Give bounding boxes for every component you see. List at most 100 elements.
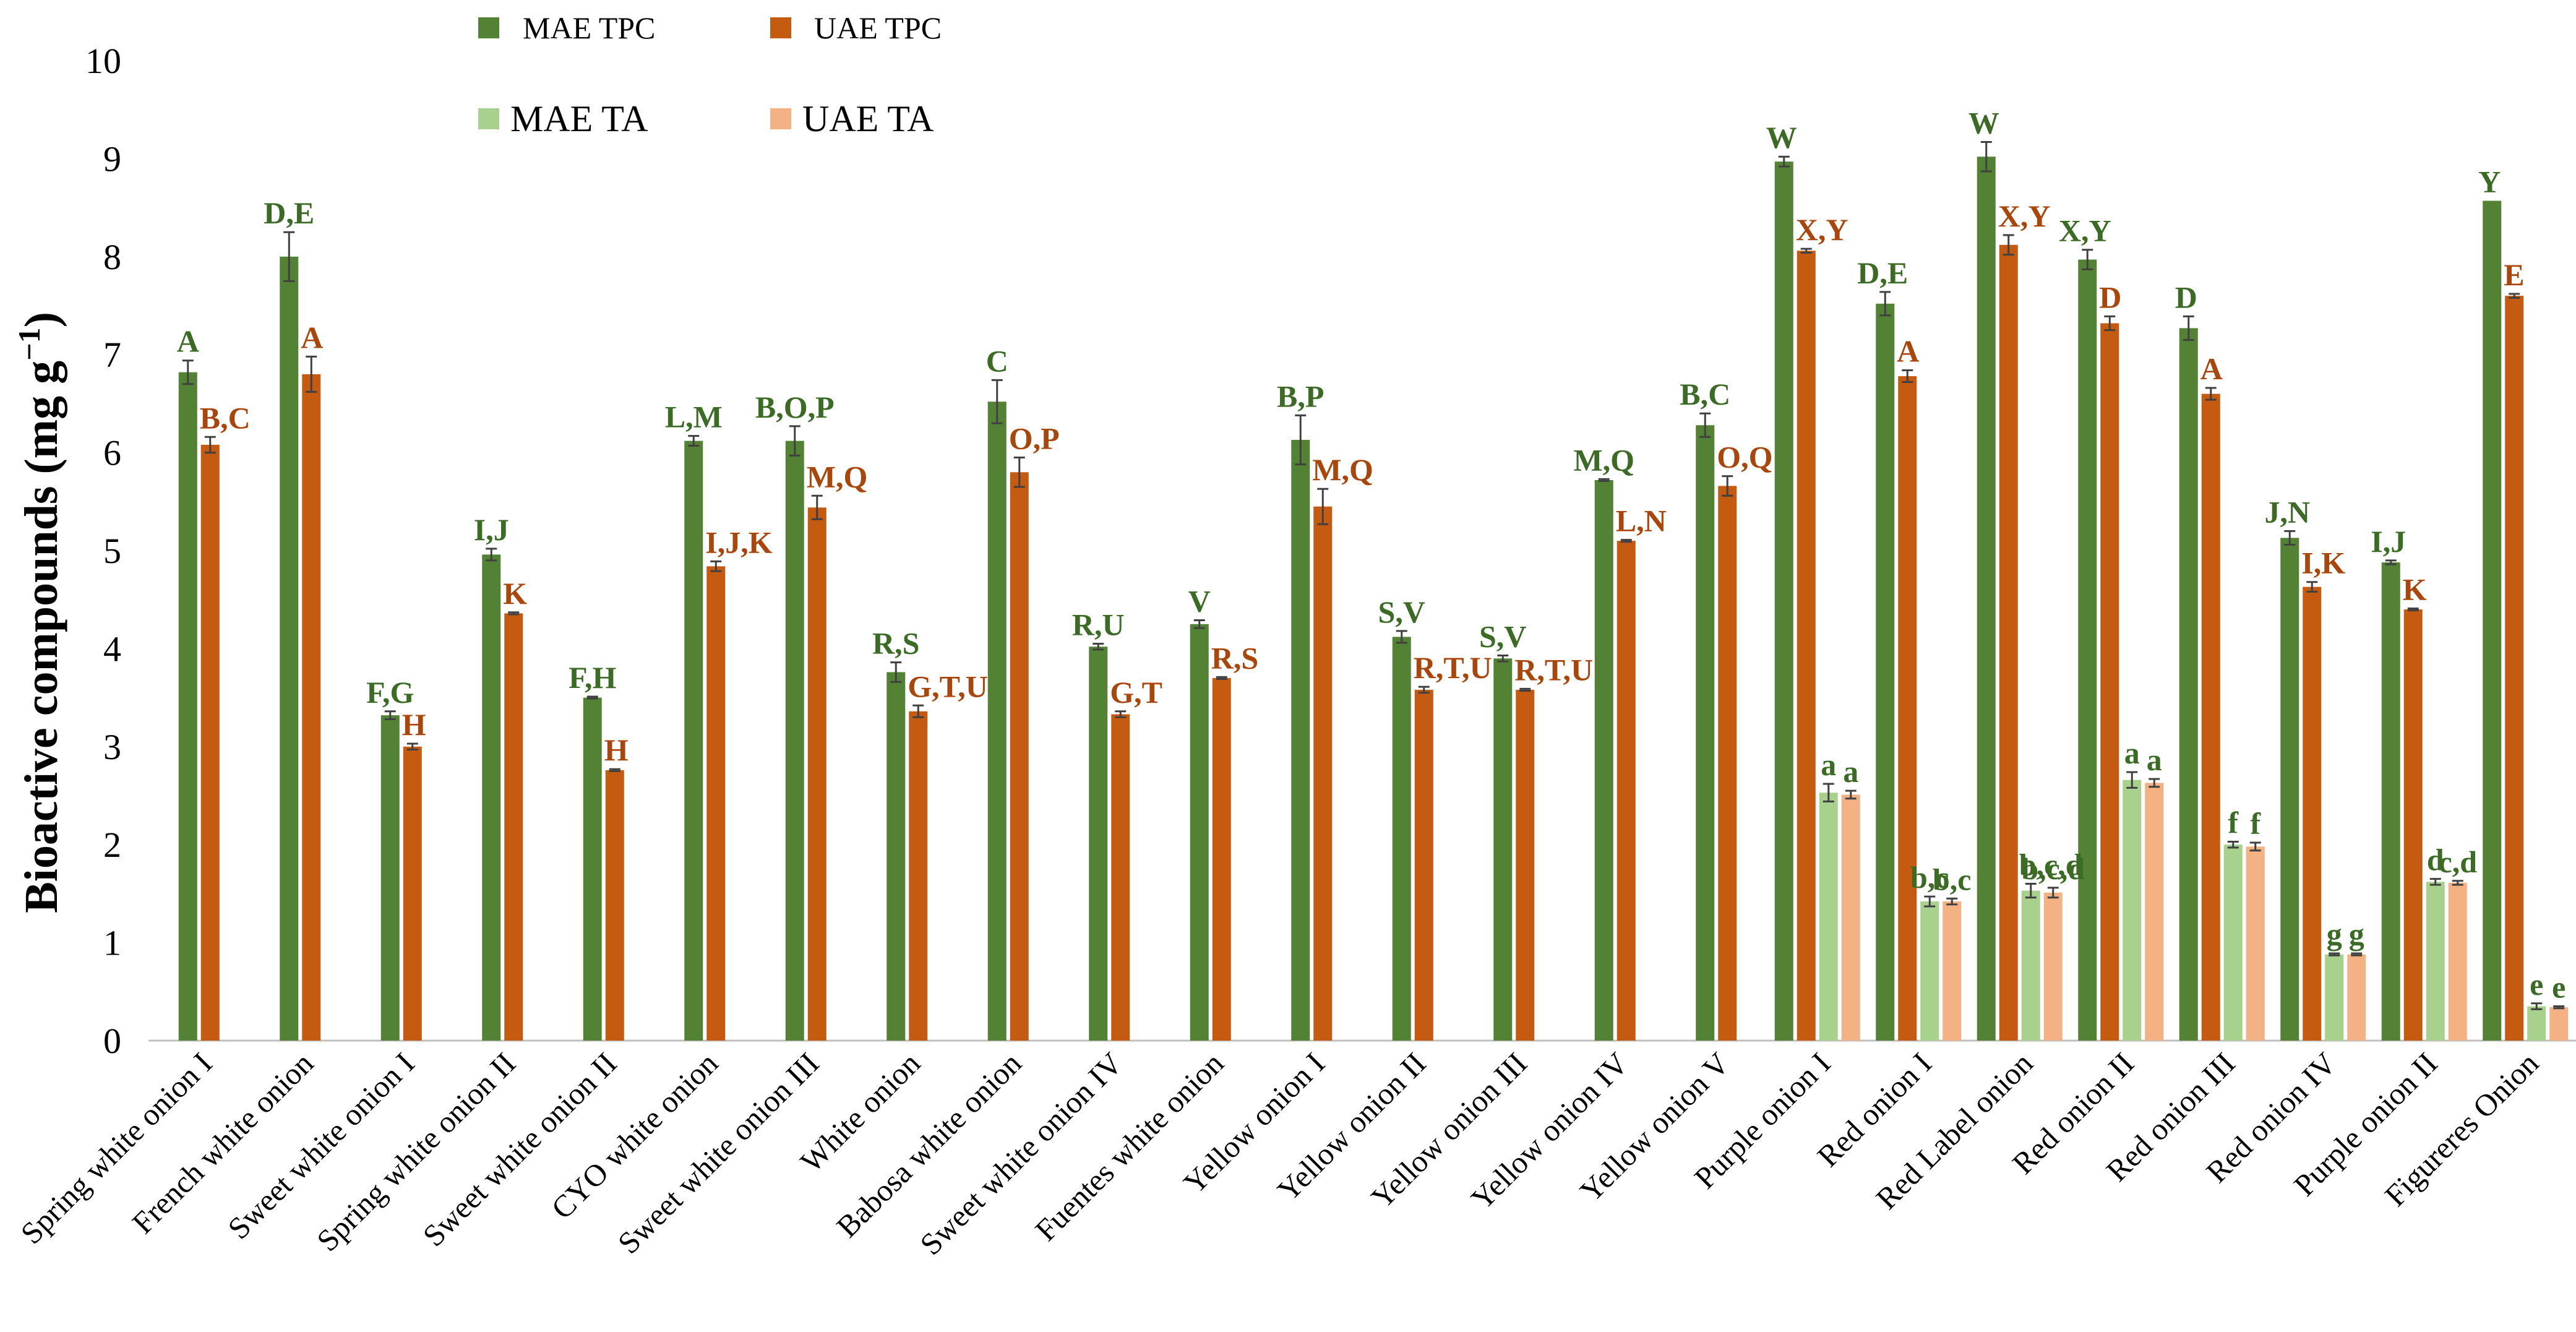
sig-label-uae-ta: f — [2250, 806, 2261, 841]
sig-label-mae-tpc: F,H — [569, 660, 616, 695]
sig-label-uae-tpc: E — [2504, 257, 2524, 292]
sig-label-mae-tpc: I,J — [2371, 524, 2406, 559]
sig-label-uae-ta: a — [2147, 742, 2162, 777]
sig-label-mae-tpc: D,E — [264, 196, 314, 230]
x-tick-label: Spring white onion II — [310, 1046, 522, 1258]
legend-item-uae-tpc: UAE TPC — [770, 11, 942, 45]
bar-uae-ta — [2448, 882, 2467, 1041]
sig-label-mae-ta: d — [2427, 843, 2444, 877]
x-tick-label: Babosa white onion — [830, 1046, 1028, 1244]
sig-label-mae-tpc: F,G — [366, 675, 414, 710]
bar-mae-tpc — [1493, 658, 1513, 1041]
y-tick-label: 7 — [103, 335, 121, 375]
bar-uae-ta — [2347, 954, 2366, 1041]
bar-mae-tpc — [380, 715, 400, 1041]
sig-label-uae-tpc: O,Q — [1717, 440, 1772, 475]
bar-uae-tpc — [2303, 587, 2322, 1041]
sig-label-mae-tpc: L,M — [665, 400, 723, 434]
sig-label-mae-ta: a — [2124, 736, 2140, 770]
bar-mae-tpc — [887, 672, 906, 1041]
bar-uae-tpc — [909, 711, 928, 1041]
sig-label-uae-tpc: O,P — [1009, 421, 1060, 456]
bar-uae-tpc — [1718, 486, 1737, 1041]
sig-label-uae-tpc: G,T — [1110, 675, 1162, 710]
bar-uae-tpc — [1797, 251, 1816, 1041]
x-tick-label: Fuentes white onion — [1028, 1046, 1230, 1247]
bar-mae-tpc — [178, 372, 197, 1041]
sig-label-uae-tpc: R,T,U — [1414, 650, 1492, 685]
sig-label-mae-tpc: Y — [2478, 165, 2501, 199]
bar-mae-tpc — [2280, 538, 2299, 1041]
sig-label-mae-tpc: R,U — [1072, 607, 1125, 642]
y-axis: 0 1 2 3 4 5 6 7 8 9 10 — [85, 41, 121, 1061]
bar-mae-tpc — [1594, 479, 1613, 1041]
sig-label-uae-tpc: M,Q — [807, 459, 868, 494]
sig-label-mae-ta: b,c,d — [2019, 848, 2083, 882]
sig-label-uae-tpc: R,S — [1211, 640, 1258, 675]
sig-label-uae-ta: a — [1843, 754, 1858, 789]
sig-label-uae-tpc: R,T,U — [1514, 652, 1593, 687]
sig-label-mae-tpc: D — [2175, 280, 2197, 314]
bar-mae-tpc — [1774, 161, 1793, 1041]
y-tick-label: 3 — [103, 727, 121, 767]
bar-mae-tpc — [583, 697, 602, 1041]
bar-mae-ta — [2527, 1006, 2546, 1041]
sig-label-uae-tpc: K — [503, 576, 527, 611]
bar-mae-ta — [2123, 780, 2142, 1041]
x-tick-label: Sweet white onion III — [611, 1046, 826, 1260]
bar-mae-tpc — [2381, 562, 2400, 1041]
bar-uae-tpc — [504, 613, 523, 1041]
legend-item-uae-ta: UAE TA — [770, 98, 934, 139]
bar-uae-ta — [1943, 901, 1962, 1041]
bar-uae-ta — [2246, 846, 2265, 1041]
sig-label-mae-ta: f — [2228, 805, 2239, 840]
bar-mae-ta — [2426, 882, 2445, 1041]
sig-label-uae-ta: b,c,d — [2021, 851, 2085, 886]
bar-uae-tpc — [1111, 714, 1130, 1041]
sig-label-uae-tpc: A — [2200, 351, 2223, 386]
bar-mae-tpc — [482, 554, 501, 1041]
bar-mae-tpc — [1696, 425, 1715, 1041]
sig-label-uae-tpc: B,C — [200, 400, 251, 435]
legend-label-uae-tpc: UAE TPC — [814, 11, 942, 45]
bar-mae-ta — [1819, 793, 1838, 1041]
x-tick-label: Sweet white onion II — [416, 1046, 623, 1253]
y-tick-label: 6 — [103, 433, 121, 473]
sig-label-mae-ta: e — [2530, 967, 2543, 1002]
bar-mae-tpc — [1190, 624, 1209, 1041]
bar-uae-tpc — [605, 770, 624, 1041]
sig-label-uae-ta: c,d — [2439, 844, 2478, 879]
sig-label-uae-tpc: L,N — [1616, 504, 1667, 538]
bar-mae-ta — [2325, 954, 2344, 1041]
sig-label-uae-tpc: H — [402, 707, 426, 742]
bar-uae-ta — [2549, 1007, 2569, 1041]
bar-mae-tpc — [1392, 637, 1411, 1041]
bar-uae-tpc — [1999, 244, 2018, 1041]
legend-label-mae-ta: MAE TA — [510, 98, 648, 139]
sig-label-mae-ta: g — [2327, 917, 2342, 952]
y-tick-label: 10 — [85, 41, 121, 81]
sig-label-uae-ta: e — [2552, 970, 2565, 1005]
x-tick-label: Sweet white onion IV — [913, 1046, 1129, 1261]
significance-labels: AB,CD,EAF,GHI,JKF,HHL,MI,J,KB,O,PM,QR,SG… — [177, 105, 2566, 1004]
sig-label-mae-tpc: V — [1188, 583, 1211, 618]
bar-uae-ta — [2145, 783, 2164, 1041]
sig-label-mae-tpc: B,O,P — [755, 390, 835, 424]
bar-mae-ta — [1920, 901, 1939, 1041]
bar-uae-tpc — [1010, 472, 1029, 1041]
legend-label-uae-ta: UAE TA — [802, 98, 934, 139]
y-tick-label: 4 — [103, 629, 121, 669]
bar-mae-ta — [2021, 890, 2040, 1041]
sig-label-uae-tpc: D — [2099, 280, 2121, 314]
bar-uae-tpc — [2100, 323, 2119, 1041]
sig-label-mae-tpc: W — [1766, 120, 1797, 155]
bars-group — [178, 140, 2569, 1041]
bar-uae-tpc — [1516, 689, 1535, 1041]
bar-uae-tpc — [2403, 609, 2423, 1041]
sig-label-mae-tpc: W — [1968, 105, 1999, 140]
y-tick-label: 1 — [103, 923, 121, 963]
sig-label-uae-ta: b,c — [1933, 862, 1972, 896]
legend-label-mae-tpc: MAE TPC — [523, 11, 655, 45]
bar-uae-ta — [1841, 794, 1860, 1041]
